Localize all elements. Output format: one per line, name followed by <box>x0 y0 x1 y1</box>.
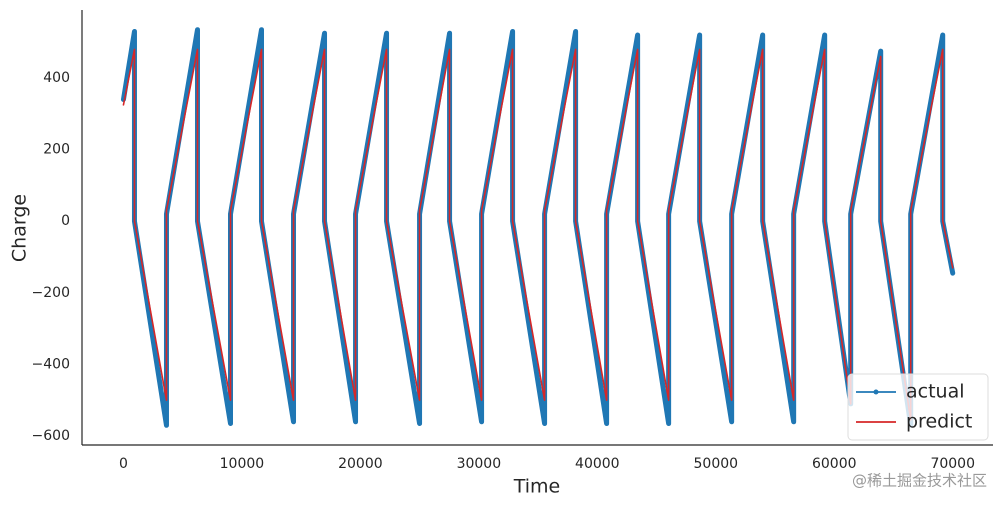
x-tick-label: 0 <box>119 456 128 472</box>
y-tick-label: 400 <box>43 70 70 86</box>
y-tick-label: −400 <box>32 356 70 372</box>
legend-label: predict <box>906 411 972 433</box>
legend-box <box>847 373 989 441</box>
x-tick-label: 10000 <box>220 456 265 472</box>
y-tick-label: 200 <box>43 142 70 158</box>
x-tick-label: 30000 <box>457 456 502 472</box>
legend-marker <box>873 389 879 395</box>
y-tick-label: −200 <box>32 285 70 301</box>
x-tick-label: 50000 <box>694 456 739 472</box>
x-axis-label: Time <box>513 476 561 498</box>
y-tick-label: −600 <box>32 428 70 444</box>
x-tick-label: 20000 <box>338 456 383 472</box>
y-tick-label: 0 <box>61 213 70 229</box>
x-tick-label: 60000 <box>812 456 857 472</box>
x-tick-label: 40000 <box>575 456 620 472</box>
series-line <box>122 48 954 421</box>
x-tick-label: 70000 <box>930 456 975 472</box>
y-axis-label: Charge <box>9 194 31 262</box>
legend-label: actual <box>906 381 965 403</box>
watermark: @稀土掘金技术社区 <box>852 472 987 490</box>
